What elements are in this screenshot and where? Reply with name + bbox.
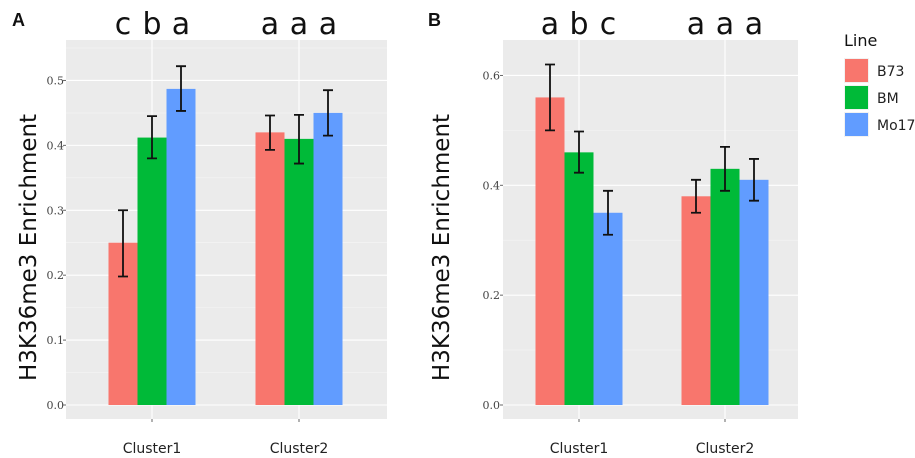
legend-label-mo17: Mo17 bbox=[877, 118, 915, 134]
legend-label-bm: BM bbox=[877, 91, 899, 107]
y-tick-label: 0.2 bbox=[47, 269, 65, 282]
legend-title: Line bbox=[844, 31, 877, 50]
bar-mo17-cluster2 bbox=[739, 179, 769, 405]
significance-letter: a bbox=[687, 7, 705, 42]
significance-letter: a bbox=[716, 7, 734, 42]
error-bar-bm-cluster1 bbox=[147, 115, 157, 160]
x-tick-label: Cluster1 bbox=[550, 441, 609, 457]
bar-mo17-cluster1 bbox=[166, 88, 196, 405]
x-tick-label: Cluster2 bbox=[696, 441, 755, 457]
significance-letter: a bbox=[745, 7, 763, 42]
bar-mo17-cluster2 bbox=[313, 112, 343, 405]
panel-tag: B bbox=[428, 10, 441, 30]
legend-label-b73: B73 bbox=[877, 64, 904, 80]
error-bar-b73-cluster1 bbox=[545, 63, 555, 132]
error-bar-b73-cluster2 bbox=[265, 114, 275, 151]
y-tick-label: 0.2 bbox=[483, 289, 501, 302]
legend-swatch-bm bbox=[845, 86, 868, 109]
significance-letter: a bbox=[172, 7, 190, 42]
y-tick-label: 0.4 bbox=[47, 139, 65, 152]
y-tick-label: 0.6 bbox=[483, 69, 501, 82]
error-bar-bm-cluster1 bbox=[574, 130, 584, 174]
bar-b73-cluster1 bbox=[535, 97, 565, 405]
significance-letter: c bbox=[115, 7, 132, 42]
error-bar-bm-cluster2 bbox=[720, 145, 730, 192]
significance-letter: a bbox=[319, 7, 337, 42]
bar-bm-cluster1 bbox=[137, 137, 167, 406]
significance-letter: c bbox=[600, 7, 617, 42]
bar-bm-cluster1 bbox=[564, 152, 594, 405]
significance-letter: a bbox=[541, 7, 559, 42]
x-tick-label: Cluster2 bbox=[270, 441, 329, 457]
y-tick-label: 0.1 bbox=[47, 334, 65, 347]
error-bar-mo17-cluster1 bbox=[176, 65, 186, 112]
y-tick-label: 0.0 bbox=[483, 399, 501, 412]
y-axis-label: H3K36me3 Enrichment bbox=[16, 114, 42, 381]
y-tick-label: 0.4 bbox=[483, 179, 501, 192]
y-axis-label: H3K36me3 Enrichment bbox=[429, 114, 455, 381]
error-bar-b73-cluster2 bbox=[691, 178, 701, 214]
significance-letter: a bbox=[261, 7, 279, 42]
error-bar-b73-cluster1 bbox=[118, 209, 128, 278]
bar-b73-cluster2 bbox=[681, 196, 711, 405]
error-bar-mo17-cluster1 bbox=[603, 189, 613, 236]
bar-b73-cluster2 bbox=[255, 132, 285, 405]
significance-letter: a bbox=[290, 7, 308, 42]
error-bar-mo17-cluster2 bbox=[749, 158, 759, 202]
significance-letter: b bbox=[569, 7, 588, 42]
y-tick-label: 0.5 bbox=[47, 74, 65, 87]
error-bar-mo17-cluster2 bbox=[323, 89, 333, 137]
legend-swatch-mo17 bbox=[845, 113, 868, 136]
y-tick-label: 0.0 bbox=[47, 399, 65, 412]
significance-letter: b bbox=[142, 7, 161, 42]
bar-mo17-cluster1 bbox=[593, 212, 623, 405]
y-tick-label: 0.3 bbox=[47, 204, 65, 217]
x-tick-label: Cluster1 bbox=[123, 441, 182, 457]
bar-bm-cluster2 bbox=[710, 168, 740, 405]
legend-swatch-b73 bbox=[845, 59, 868, 82]
error-bar-bm-cluster2 bbox=[294, 113, 304, 165]
panel-tag: A bbox=[12, 10, 25, 30]
bar-bm-cluster2 bbox=[284, 138, 314, 405]
